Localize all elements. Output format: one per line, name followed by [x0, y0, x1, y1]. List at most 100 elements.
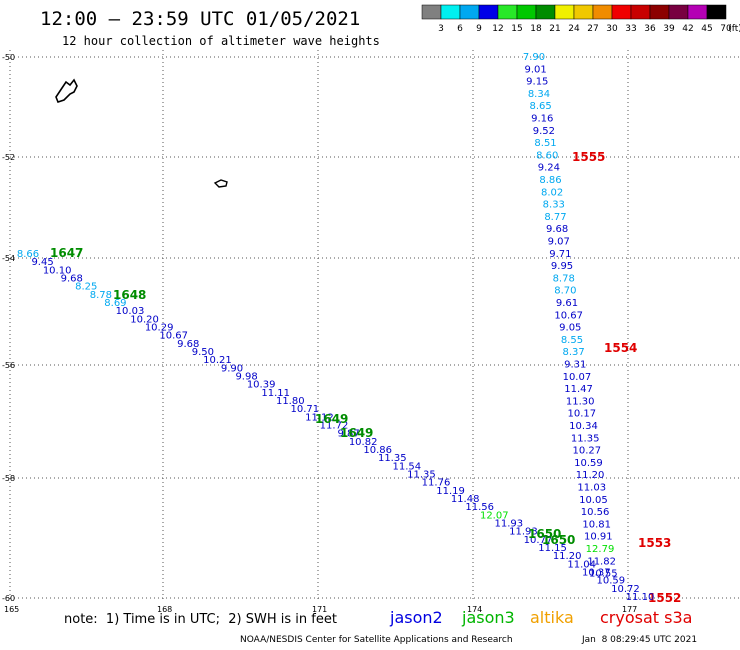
- wave-height-value: 9.01: [525, 64, 547, 75]
- wave-height-value: 10.59: [574, 458, 603, 469]
- wave-height-value: 8.65: [529, 101, 551, 112]
- track-time-label: 1650: [542, 533, 575, 547]
- wave-height-value: 11.47: [564, 384, 593, 395]
- legend-swatch-33: [611, 4, 632, 20]
- lat-tick-label: -52: [2, 153, 15, 162]
- wave-height-value: 11.35: [571, 433, 600, 444]
- footer-credit: NOAA/NESDIS Center for Satellite Applica…: [240, 635, 513, 645]
- wave-height-value: 10.59: [597, 576, 626, 587]
- legend-swatch-27: [573, 4, 594, 20]
- island-outline-small: [213, 179, 228, 188]
- legend-label-33: 33: [625, 24, 636, 34]
- wave-height-value: 8.78: [553, 273, 575, 284]
- lon-tick-label: 165: [4, 605, 19, 614]
- wave-height-value: 8.77: [544, 212, 566, 223]
- legend-label-42: 42: [682, 24, 693, 34]
- legend-label-21: 21: [549, 24, 560, 34]
- wave-height-value: 8.66: [17, 249, 39, 260]
- wave-height-value: 10.82: [349, 437, 378, 448]
- legend-swatch-45: [687, 4, 708, 20]
- wave-height-value: 10.27: [572, 446, 601, 457]
- legend-swatch-21: [535, 4, 556, 20]
- wave-height-value: 11.19: [436, 486, 465, 497]
- lat-tick-label: -56: [2, 361, 15, 370]
- wave-height-value: 8.60: [536, 150, 558, 161]
- wave-height-value: 9.61: [556, 298, 578, 309]
- wave-height-value: 10.55: [589, 569, 618, 580]
- legend-label-6: 6: [457, 24, 463, 34]
- wave-height-value: 11.93: [509, 527, 538, 538]
- wave-height-value: 8.51: [534, 138, 556, 149]
- legend-swatch-15: [497, 4, 518, 20]
- wave-height-value: 11.93: [495, 519, 524, 530]
- wave-height-value: 11.82: [587, 556, 616, 567]
- wave-height-value: 10.91: [584, 532, 613, 543]
- satellite-jason3-label: jason3: [462, 608, 515, 627]
- track-time-label: 1648: [113, 288, 146, 302]
- track-time-label: 1650: [528, 527, 561, 541]
- legend-label-24: 24: [568, 24, 580, 34]
- wave-height-value: 11.10: [626, 592, 655, 603]
- wave-height-value: 10.77: [524, 535, 553, 546]
- wave-height-value: 10.67: [159, 331, 188, 342]
- wave-height-value: 9.71: [549, 249, 571, 260]
- lon-tick-label: 177: [622, 605, 637, 614]
- legend-label-39: 39: [663, 24, 675, 34]
- map-title: 12:00 — 23:59 UTC 01/05/2021: [40, 8, 361, 30]
- track-time-label: 1552: [648, 591, 681, 605]
- lon-tick-label: 171: [312, 605, 327, 614]
- legend-swatch-6: [440, 4, 461, 20]
- legend-swatch-18: [516, 4, 537, 20]
- map-grid: 165 168 171 174 177 -50 -52 -54 -56 -58 -60: [2, 50, 740, 614]
- wave-height-value: 8.78: [90, 290, 112, 301]
- wave-height-value: 12.07: [480, 510, 509, 521]
- legend-unit: (ft): [728, 24, 740, 34]
- wave-height-value: 10.81: [582, 519, 611, 530]
- legend-label-36: 36: [644, 24, 656, 34]
- wave-height-value: 9.68: [61, 274, 83, 285]
- wave-height-value: 9.45: [31, 257, 53, 268]
- wave-height-value: 8.02: [541, 187, 563, 198]
- wave-height-value: 11.48: [451, 494, 480, 505]
- legend-swatch-70: [706, 4, 727, 20]
- legend-swatch-30: [592, 4, 613, 20]
- wave-height-value: 10.67: [554, 310, 583, 321]
- wave-height-value: 10.86: [363, 445, 392, 456]
- wave-height-value: 9.87: [337, 429, 359, 440]
- wave-height-value: 9.52: [533, 126, 555, 137]
- wave-height-value: 11.80: [276, 396, 305, 407]
- island-outline-large: [55, 78, 78, 103]
- wave-height-value: 8.69: [104, 298, 126, 309]
- wave-height-value: 10.20: [130, 314, 159, 325]
- wave-height-value: 8.33: [543, 200, 565, 211]
- wave-height-value: 11.54: [393, 461, 422, 472]
- wave-height-value: 9.24: [538, 163, 560, 174]
- track-time-label: 1554: [604, 341, 637, 355]
- track-time-label: 1553: [638, 536, 671, 550]
- wave-height-value: 9.31: [564, 360, 586, 371]
- wave-height-value: 10.17: [568, 409, 597, 420]
- lat-tick-label: -58: [2, 474, 15, 483]
- wave-height-value: 9.98: [235, 372, 257, 383]
- wave-height-value: 8.70: [554, 286, 576, 297]
- legend-label-3: 3: [438, 24, 444, 34]
- legend-label-12: 12: [492, 24, 503, 34]
- wave-height-value: 9.95: [551, 261, 573, 272]
- legend-swatch-42: [668, 4, 689, 20]
- track-time-label: 1649: [315, 412, 348, 426]
- wave-height-value: 11.20: [553, 551, 582, 562]
- wave-height-value: 9.68: [177, 339, 199, 350]
- wave-height-value: 10.34: [569, 421, 598, 432]
- satellite-jason2-label: jason2: [390, 608, 443, 627]
- wave-height-value: 11.30: [566, 396, 595, 407]
- legend-swatch-12: [478, 4, 499, 20]
- wave-height-value: 9.05: [559, 323, 581, 334]
- wave-height-value: 8.37: [562, 347, 584, 358]
- wave-height-value: 11.35: [378, 453, 407, 464]
- wave-height-value: 11.56: [465, 502, 494, 513]
- wave-height-value: 8.55: [561, 335, 583, 346]
- footer-timestamp: Jan 8 08:29:45 UTC 2021: [582, 635, 698, 645]
- legend-label-9: 9: [476, 24, 482, 34]
- wave-height-value: 11.11: [261, 388, 290, 399]
